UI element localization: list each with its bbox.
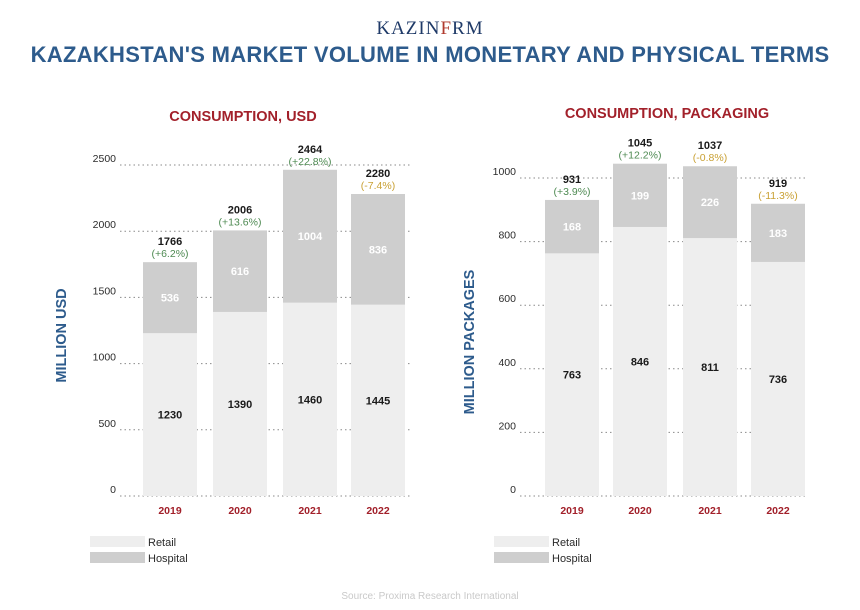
- chart1-y-tick-label: 0: [110, 484, 116, 496]
- chart1-growth-label: (+6.2%): [151, 248, 188, 260]
- chart2-bar-hospital-2020: [613, 163, 667, 227]
- chart2-x-tick-label: 2020: [628, 505, 652, 517]
- chart2-x-tick-label: 2021: [698, 505, 722, 517]
- chart2-title: CONSUMPTION, PACKAGING: [565, 106, 769, 122]
- chart2-legend-swatch-retail: [494, 536, 549, 547]
- chart2-retail-value-label: 846: [631, 356, 649, 368]
- chart1-legend-swatch-retail: [90, 536, 145, 547]
- chart2-x-tick-label: 2019: [560, 505, 584, 517]
- chart1-retail-value-label: 1390: [228, 399, 252, 411]
- chart1-hospital-value-label: 536: [161, 293, 179, 305]
- chart2-legend-swatch-hospital: [494, 552, 549, 563]
- chart1-legend-label-hospital: Hospital: [148, 553, 188, 565]
- kazinform-logo: KAZINFRM: [376, 18, 484, 39]
- chart1-y-tick-label: 2500: [93, 153, 117, 165]
- chart2-bar-hospital-2022: [751, 203, 805, 262]
- chart2-y-axis-label: MILLION PACKAGES: [462, 269, 478, 414]
- chart2-y-tick-label: 800: [498, 230, 516, 242]
- chart1-growth-label: (+22.8%): [289, 156, 332, 168]
- chart1-bar-hospital-2022: [351, 193, 405, 305]
- chart2-growth-label: (-0.8%): [693, 152, 727, 164]
- chart2-y-tick-label: 200: [498, 420, 516, 432]
- chart2-retail-value-label: 763: [563, 370, 581, 382]
- chart2-total-label: 1037: [698, 140, 722, 152]
- chart1-x-tick-label: 2021: [298, 505, 322, 517]
- chart2-hospital-value-label: 226: [701, 197, 719, 209]
- chart1-y-axis-label: MILLION USD: [54, 288, 70, 382]
- chart1-total-label: 2464: [298, 144, 323, 156]
- chart2-hospital-value-label: 168: [563, 222, 581, 234]
- chart1-hospital-value-label: 1004: [298, 231, 323, 243]
- chart1-bar-hospital-2019: [143, 262, 197, 334]
- source-note: Source: Proxima Research International: [341, 591, 519, 602]
- chart1-total-label: 1766: [158, 236, 182, 248]
- chart2-growth-label: (+3.9%): [553, 186, 590, 198]
- page-title: KAZAKHSTAN'S MARKET VOLUME IN MONETARY A…: [30, 42, 830, 67]
- chart2-bar-retail-2020: [613, 226, 667, 497]
- chart1-total-label: 2006: [228, 204, 252, 216]
- chart2-hospital-value-label: 199: [631, 190, 649, 202]
- chart1-bar-retail-2021: [283, 302, 337, 496]
- chart2-total-label: 931: [563, 174, 581, 186]
- chart2-bar-retail-2021: [683, 238, 737, 497]
- chart2-y-tick-label: 0: [510, 484, 516, 496]
- chart1-y-tick-label: 1500: [93, 285, 117, 297]
- chart1-bar-hospital-2021: [283, 169, 337, 303]
- chart1-retail-value-label: 1460: [298, 394, 322, 406]
- chart1-retail-value-label: 1230: [158, 410, 182, 422]
- chart2-retail-value-label: 811: [701, 362, 719, 374]
- chart1-bar-hospital-2020: [213, 230, 267, 312]
- chart1-growth-label: (+13.6%): [219, 216, 262, 228]
- chart2-total-label: 919: [769, 178, 787, 190]
- chart2-hospital-value-label: 183: [769, 228, 787, 240]
- chart2-legend-label-hospital: Hospital: [552, 553, 592, 565]
- chart1-y-tick-label: 500: [98, 418, 116, 430]
- chart1-growth-label: (-7.4%): [361, 180, 395, 192]
- chart1-bar-retail-2020: [213, 311, 267, 496]
- chart2-y-tick-label: 600: [498, 293, 516, 305]
- chart2-x-tick-label: 2022: [766, 505, 790, 517]
- chart1-total-label: 2280: [366, 168, 390, 180]
- chart1-title: CONSUMPTION, USD: [169, 109, 316, 125]
- chart1-legend-label-retail: Retail: [148, 537, 176, 549]
- chart1-hospital-value-label: 836: [369, 244, 387, 256]
- chart2-y-tick-label: 400: [498, 357, 516, 369]
- chart2-bar-retail-2022: [751, 261, 805, 496]
- chart1-hospital-value-label: 616: [231, 266, 249, 278]
- chart1-x-tick-label: 2019: [158, 505, 182, 517]
- chart2-legend-label-retail: Retail: [552, 537, 580, 549]
- chart1-retail-value-label: 1445: [366, 395, 390, 407]
- chart1-y-tick-label: 1000: [93, 352, 117, 364]
- chart1-y-tick-label: 2000: [93, 219, 117, 231]
- chart1-bar-retail-2022: [351, 304, 405, 496]
- chart2-bar-retail-2019: [545, 253, 599, 496]
- chart1-x-tick-label: 2022: [366, 505, 390, 517]
- chart1-legend-swatch-hospital: [90, 552, 145, 563]
- chart2-growth-label: (-11.3%): [758, 190, 797, 202]
- chart1-bar-retail-2019: [143, 333, 197, 496]
- chart2-bar-hospital-2021: [683, 166, 737, 239]
- chart2-total-label: 1045: [628, 138, 652, 150]
- chart2-bar-hospital-2019: [545, 199, 599, 254]
- chart2-y-tick-label: 1000: [493, 166, 517, 178]
- chart2-retail-value-label: 736: [769, 374, 787, 386]
- chart2-growth-label: (+12.2%): [619, 150, 662, 162]
- chart1-x-tick-label: 2020: [228, 505, 252, 517]
